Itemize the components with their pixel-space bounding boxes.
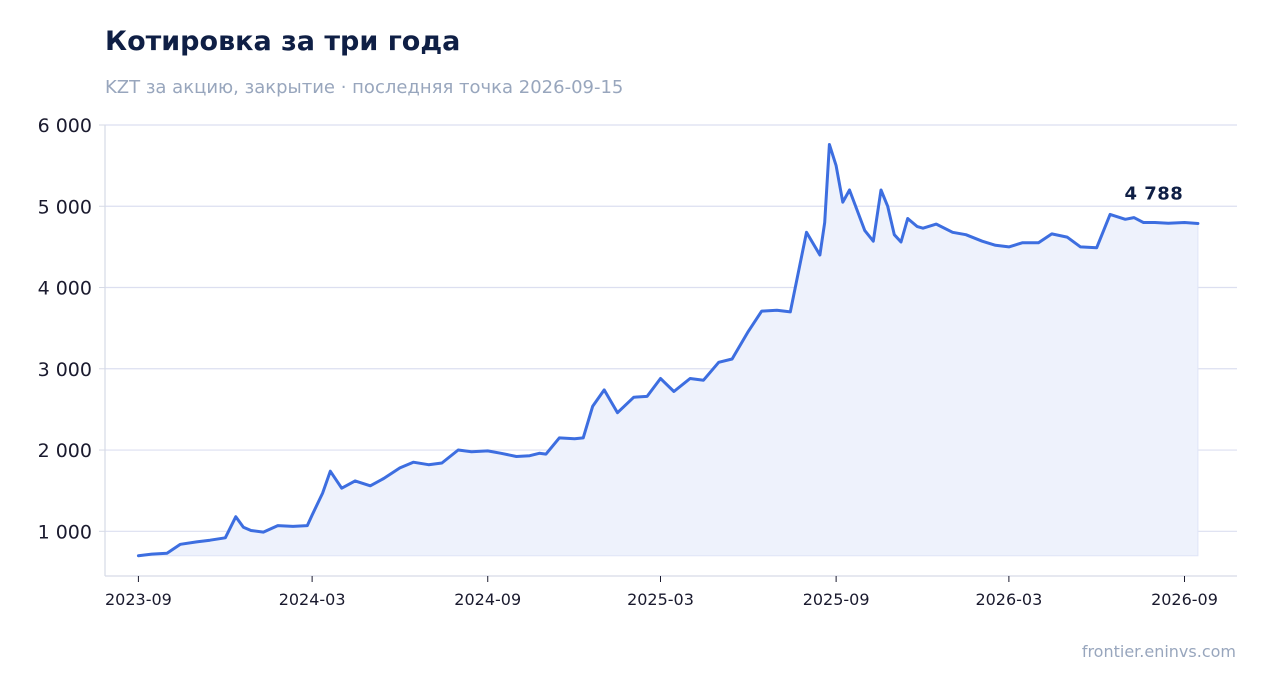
source-link[interactable]: frontier.eninvs.com [1081, 642, 1236, 661]
chart-subtitle: KZT за акцию, закрытие · последняя точка… [105, 77, 624, 98]
x-tick-label: 2026-03 [975, 590, 1042, 609]
x-tick-label: 2024-09 [454, 590, 521, 609]
y-axis-ticks: 1 000 2 000 3 000 4 000 5 000 6 000 [38, 115, 105, 543]
y-tick-label: 2 000 [38, 440, 92, 462]
x-tick-label: 2024-03 [279, 590, 346, 609]
axes [104, 125, 1237, 577]
x-tick-label: 2026-09 [1151, 590, 1218, 609]
last-value-label: 4 788 [1124, 184, 1183, 205]
x-axis-ticks: 2023-09 2024-03 2024-09 2025-03 2025-09 2026-… [105, 576, 1218, 609]
chart-title: Котировка за три года [105, 26, 461, 57]
x-tick-label: 2023-09 [105, 590, 172, 609]
y-tick-label: 5 000 [38, 196, 92, 218]
x-tick-label: 2025-09 [803, 590, 870, 609]
x-tick-label: 2025-03 [627, 590, 694, 609]
price-line [136, 143, 1200, 558]
y-tick-label: 6 000 [38, 115, 92, 137]
y-tick-label: 3 000 [38, 359, 92, 381]
y-tick-label: 4 000 [38, 278, 92, 300]
y-tick-label: 1 000 [38, 521, 92, 543]
